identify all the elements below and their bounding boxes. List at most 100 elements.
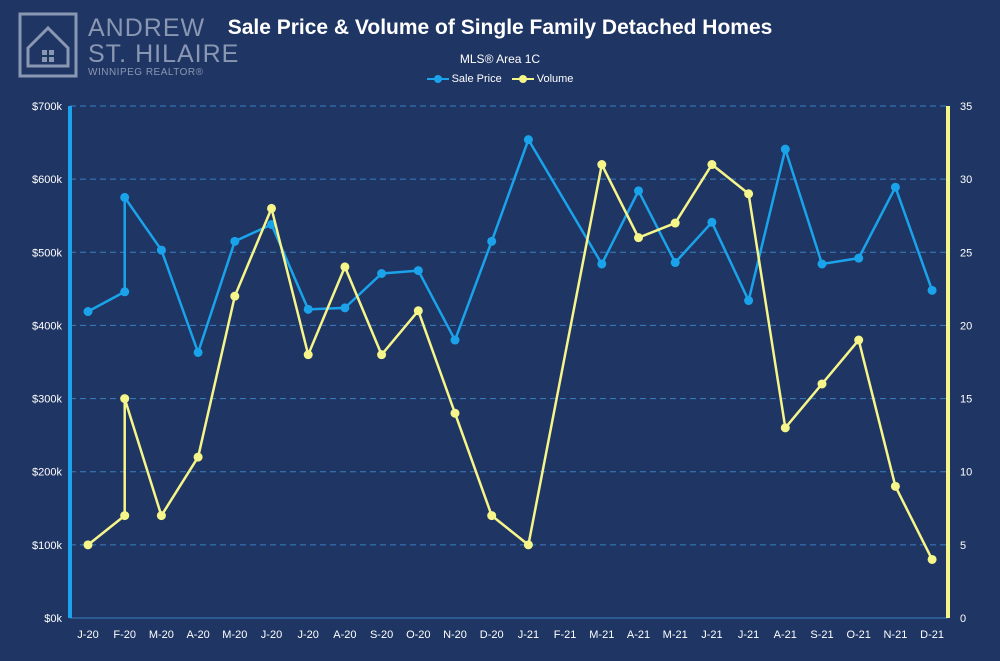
volume-point — [413, 306, 423, 316]
y-right-tick-label: 5 — [960, 540, 966, 552]
chart-subtitle: MLS® Area 1C — [459, 52, 541, 66]
volume-point — [303, 350, 313, 360]
x-tick-label: J-21 — [738, 629, 759, 641]
volume-point — [670, 218, 680, 228]
y-left-tick-label: $200k — [32, 467, 62, 479]
x-tick-label: D-21 — [920, 629, 944, 641]
sale-price-point — [156, 245, 166, 255]
sale-price-point — [83, 307, 93, 317]
y-right-tick-label: 25 — [960, 247, 972, 259]
y-right-tick-label: 15 — [960, 394, 972, 406]
volume-point — [707, 160, 717, 170]
sale-price-point — [634, 186, 643, 196]
sale-price-point — [927, 285, 937, 295]
logo-name-line2: ST. HILAIRE — [88, 40, 240, 68]
logo-tagline: WINNIPEG REALTOR® — [88, 67, 204, 78]
x-tick-label: J-21 — [701, 629, 722, 641]
volume-point — [634, 233, 643, 243]
volume-point — [780, 423, 790, 433]
chart-legend: Sale Price Volume — [0, 73, 1000, 85]
x-tick-label: A-21 — [627, 629, 650, 641]
volume-point — [854, 335, 864, 345]
y-left-tick-label: $500k — [32, 247, 62, 259]
x-tick-label: J-20 — [261, 629, 282, 641]
x-tick-label: A-21 — [774, 629, 797, 641]
y-left-tick-label: $400k — [32, 320, 62, 332]
sale-price-point — [780, 144, 790, 154]
volume-point — [523, 540, 533, 550]
sale-price-point — [854, 253, 864, 263]
volume-point — [450, 408, 460, 418]
sale-price-point — [230, 236, 240, 246]
sale-price-point — [707, 217, 717, 227]
y-left-tick-label: $700k — [32, 101, 62, 113]
legend-label-volume: Volume — [536, 73, 574, 85]
volume-point — [377, 350, 387, 360]
sale-price-point — [303, 304, 313, 314]
volume-point — [487, 511, 497, 521]
x-tick-label: O-20 — [406, 629, 430, 641]
y-left-tick-label: $0k — [44, 613, 62, 625]
y-right-tick-label: 30 — [960, 174, 972, 186]
sale-price-point — [890, 182, 900, 192]
volume-series-line — [87, 163, 934, 561]
x-tick-label: J-20 — [297, 629, 318, 641]
y-right-tick-label: 20 — [960, 320, 972, 332]
legend-swatch-volume — [511, 74, 534, 84]
y-left-tick-label: $300k — [32, 394, 62, 406]
volume-point — [120, 511, 130, 521]
sale-price-point — [744, 296, 754, 306]
volume-point — [744, 189, 754, 199]
sale-price-point — [597, 259, 607, 269]
sale-price-point — [450, 335, 460, 345]
house-logo-icon — [18, 12, 78, 78]
sale-price-point — [120, 287, 130, 297]
sale-price-point — [670, 258, 680, 268]
volume-point — [120, 394, 130, 404]
legend-swatch-sale-price — [426, 74, 449, 84]
volume-point — [890, 481, 900, 491]
sale-price-series-line — [87, 138, 934, 354]
legend-item-volume: Volume — [511, 73, 574, 85]
x-tick-label: S-20 — [370, 629, 393, 641]
logo-name-line1: ANDREW — [88, 14, 206, 42]
volume-point — [156, 511, 166, 521]
x-tick-label: N-21 — [883, 629, 907, 641]
x-tick-label: J-21 — [518, 629, 539, 641]
sale-price-point — [413, 266, 423, 276]
sale-price-point — [377, 268, 387, 278]
y-right-tick-label: 35 — [960, 101, 972, 113]
y-left-tick-label: $600k — [32, 174, 62, 186]
x-tick-label: F-21 — [554, 629, 577, 641]
volume-point — [927, 554, 937, 564]
volume-point — [230, 291, 240, 301]
volume-point — [597, 160, 607, 170]
sale-price-point — [523, 135, 533, 145]
legend-label-sale-price: Sale Price — [451, 73, 502, 85]
brand-logo: ANDREW ST. HILAIRE WINNIPEG REALTOR® — [18, 12, 238, 82]
x-tick-label: N-20 — [443, 629, 467, 641]
y-right-tick-label: 10 — [960, 467, 972, 479]
x-tick-label: A-20 — [333, 629, 356, 641]
sale-price-point — [120, 192, 130, 202]
x-tick-label: F-20 — [113, 629, 136, 641]
sale-price-point — [340, 303, 350, 313]
x-tick-label: M-20 — [149, 629, 174, 641]
x-tick-label: J-20 — [77, 629, 98, 641]
y-left-tick-label: $100k — [32, 540, 62, 552]
y-right-tick-label: 0 — [960, 613, 966, 625]
legend-item-sale-price: Sale Price — [426, 73, 502, 85]
volume-point — [83, 540, 93, 550]
x-tick-label: M-20 — [222, 629, 247, 641]
x-tick-label: A-20 — [186, 629, 209, 641]
chart-title: Sale Price & Volume of Single Family Det… — [227, 16, 773, 39]
volume-point — [193, 452, 203, 462]
x-tick-label: D-20 — [480, 629, 504, 641]
sale-price-point — [193, 347, 203, 357]
volume-point — [267, 203, 276, 213]
volume-point — [340, 262, 350, 272]
x-tick-label: M-21 — [663, 629, 688, 641]
x-tick-label: O-21 — [846, 629, 870, 641]
sale-price-point — [817, 259, 827, 269]
